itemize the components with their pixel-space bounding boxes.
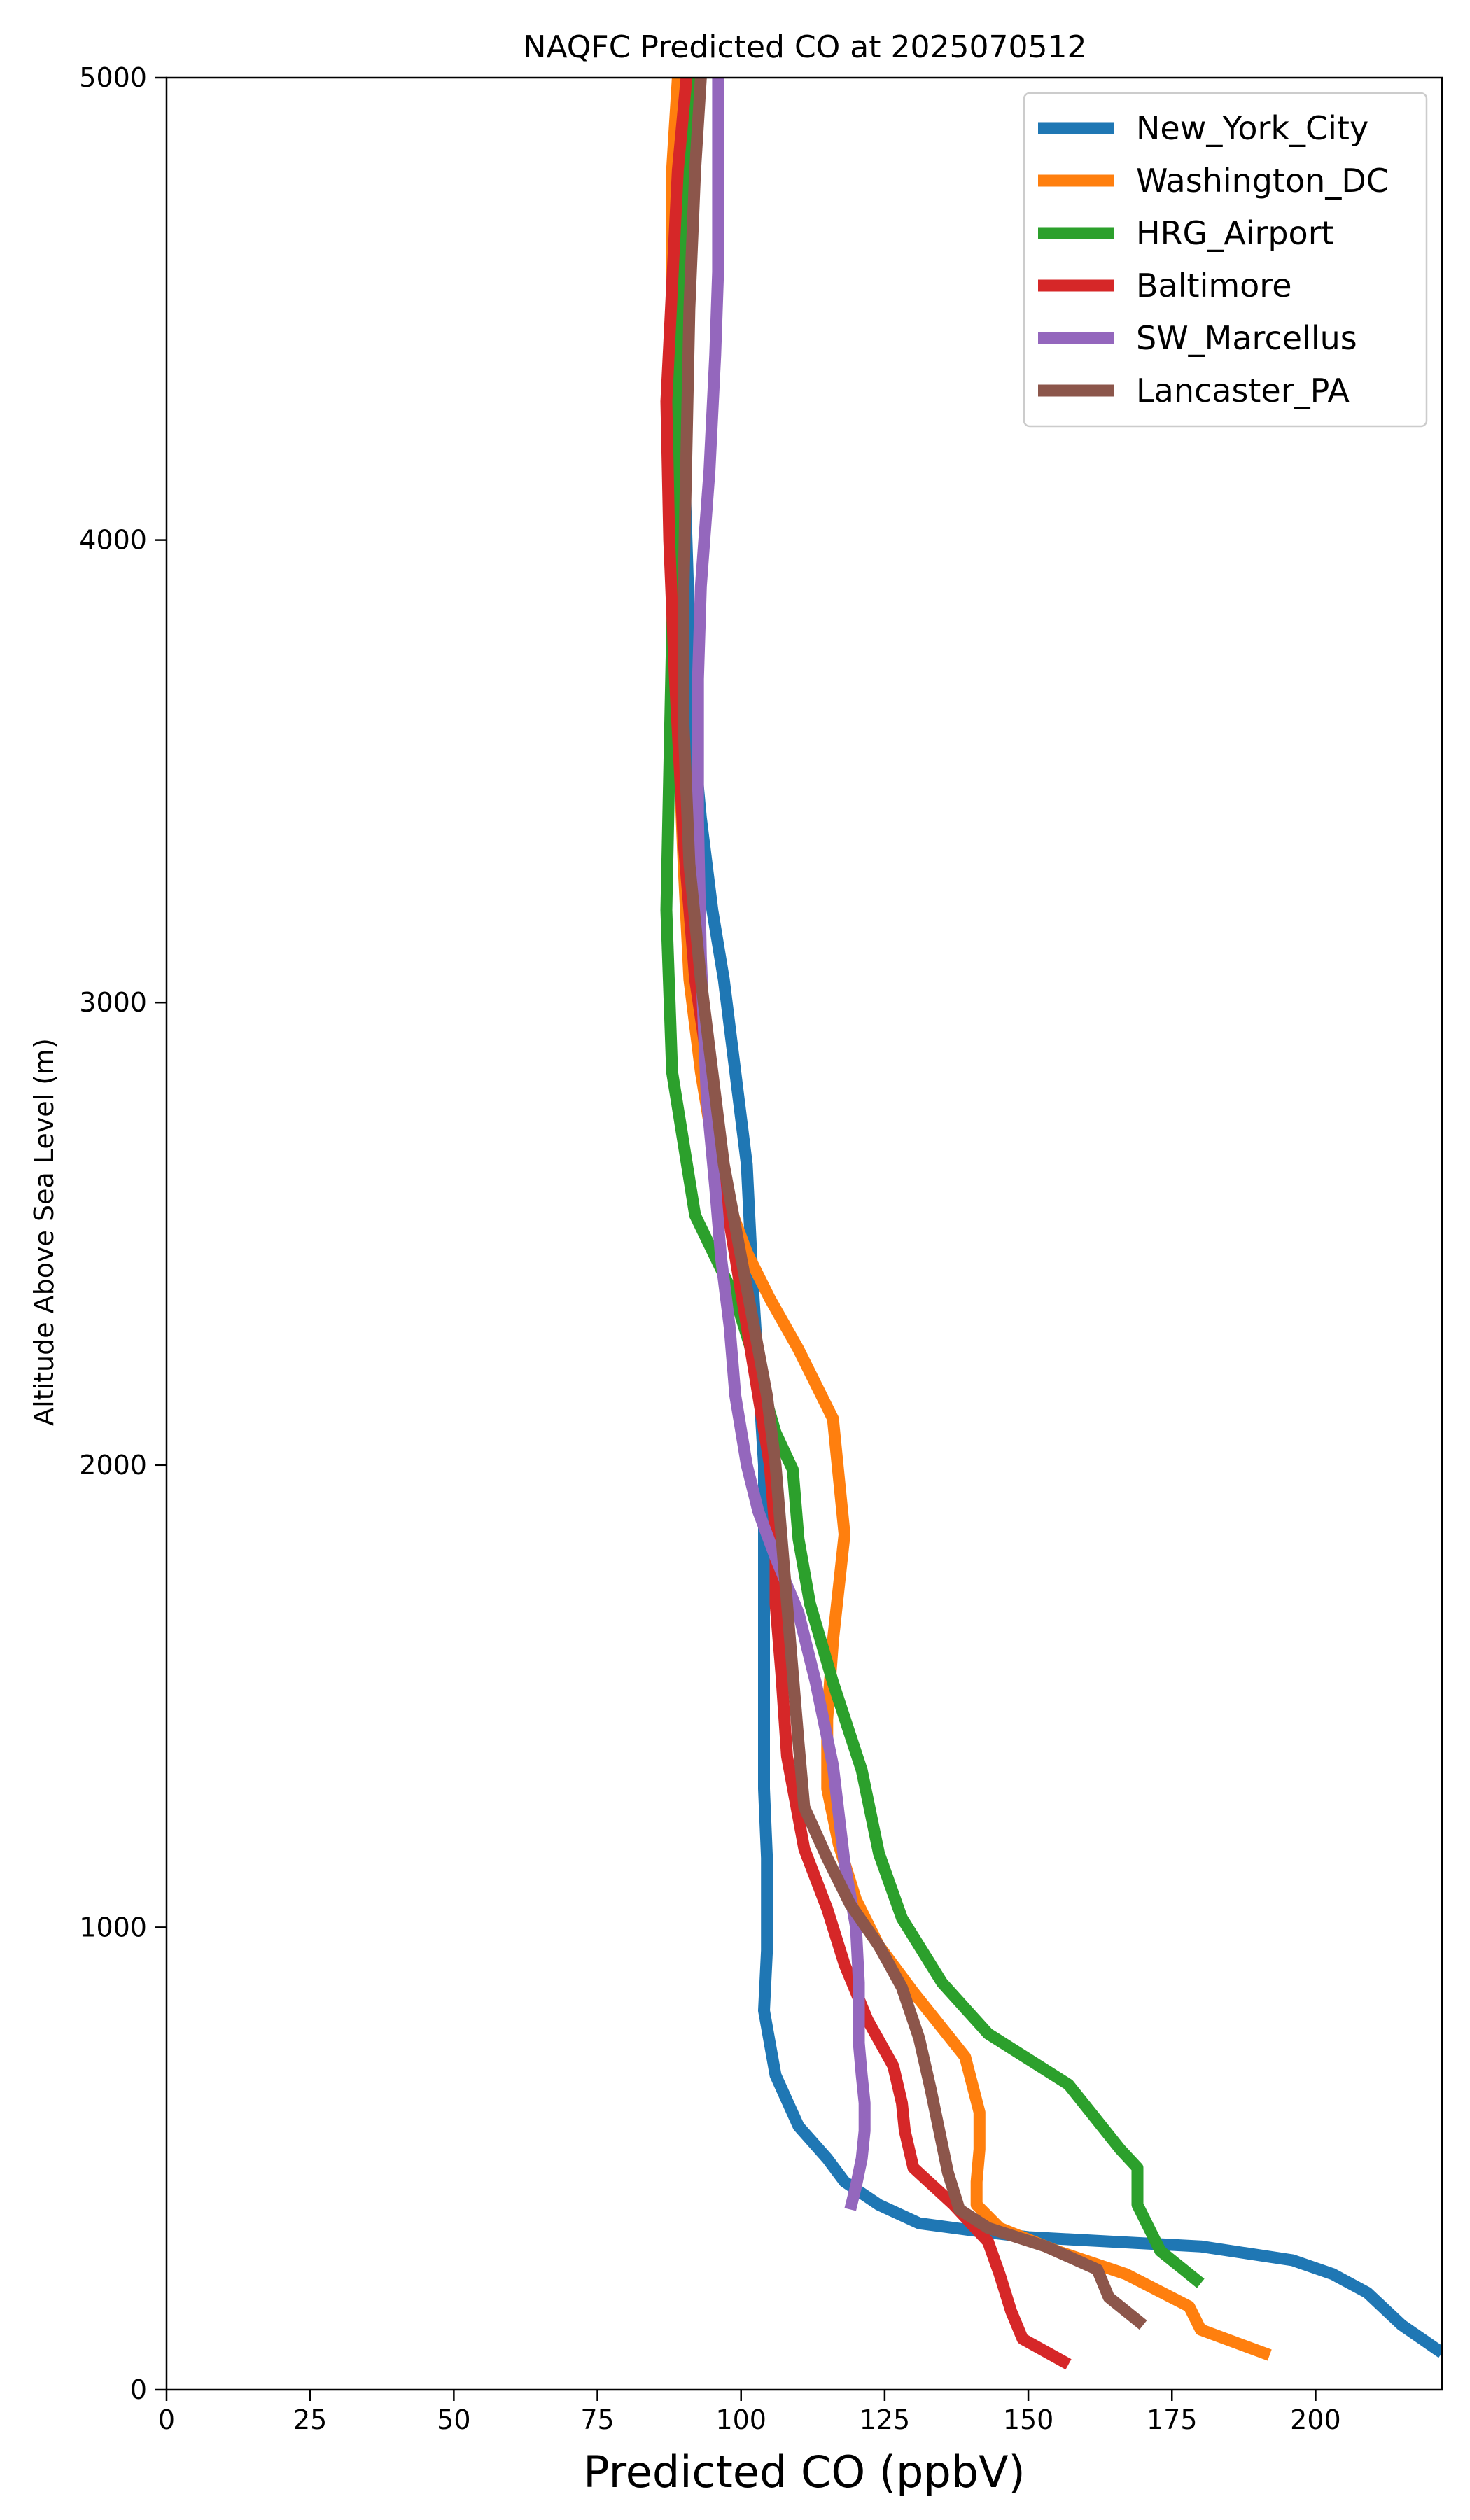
legend: New_York_City Washington_DC HRG_Airport Bal… <box>1023 92 1428 428</box>
legend-label: Washington_DC <box>1136 162 1389 200</box>
x-tick-label: 100 <box>715 2404 766 2435</box>
series-line-new-york-city <box>678 78 1442 2358</box>
legend-box <box>1023 92 1428 428</box>
y-tick-label: 0 <box>130 2374 147 2405</box>
y-tick-label: 4000 <box>79 525 147 556</box>
x-axis: 0 25 50 75 100 125 150 175 200 <box>158 2390 1341 2435</box>
x-tick-label: 0 <box>158 2404 175 2435</box>
x-tick-label: 200 <box>1290 2404 1341 2435</box>
y-tick-label: 5000 <box>79 62 147 93</box>
legend-label: SW_Marcellus <box>1136 319 1357 357</box>
x-tick-label: 175 <box>1147 2404 1198 2435</box>
x-tick-label: 150 <box>1003 2404 1054 2435</box>
series-line-sw-marcellus <box>692 78 871 2211</box>
legend-label: Lancaster_PA <box>1136 372 1350 410</box>
x-tick-label: 125 <box>860 2404 911 2435</box>
x-tick-label: 75 <box>580 2404 614 2435</box>
series-line-baltimore <box>660 78 1072 2370</box>
y-axis: 0 1000 2000 3000 4000 5000 <box>79 62 167 2405</box>
plot-frame <box>165 76 1443 2391</box>
legend-label: HRG_Airport <box>1136 214 1334 252</box>
y-axis-label: Altitude Above Sea Level (m) <box>29 1038 59 1426</box>
y-tick-label: 2000 <box>79 1450 147 1480</box>
y-tick-label: 3000 <box>79 987 147 1018</box>
y-tick-label: 1000 <box>79 1912 147 1942</box>
series-layer <box>660 78 1442 2370</box>
x-tick-label: 50 <box>437 2404 470 2435</box>
series-line-lancaster-pa <box>678 78 1147 2330</box>
chart-title: NAQFC Predicted CO at 2025070512 <box>524 29 1087 65</box>
legend-label: New_York_City <box>1136 109 1368 147</box>
x-axis-label: Predicted CO (ppbV) <box>583 2446 1025 2498</box>
x-tick-label: 25 <box>293 2404 327 2435</box>
legend-label: Baltimore <box>1136 267 1292 304</box>
